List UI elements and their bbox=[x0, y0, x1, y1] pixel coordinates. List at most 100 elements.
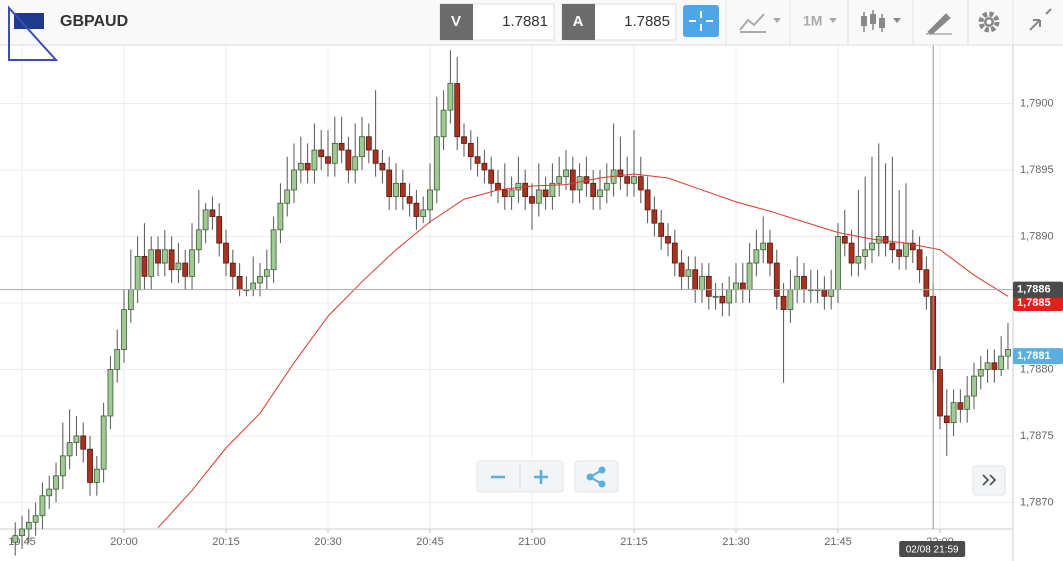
candle-body bbox=[481, 162, 488, 171]
candle-body bbox=[882, 236, 889, 244]
candle-body bbox=[277, 202, 284, 231]
candle-body bbox=[331, 142, 338, 164]
candle-body bbox=[250, 282, 257, 291]
price-badge bbox=[1013, 281, 1063, 298]
dropdown-arrow bbox=[829, 18, 837, 23]
collapse-icon[interactable] bbox=[1029, 8, 1052, 31]
candle-body bbox=[229, 262, 236, 277]
y-tick-label: 1,7895 bbox=[1020, 164, 1054, 176]
candle-body bbox=[427, 189, 433, 211]
candle-body bbox=[597, 189, 603, 197]
bid-price: 1.7881 bbox=[502, 13, 548, 30]
x-tick-label: 20:00 bbox=[110, 536, 138, 548]
settings-icon bbox=[986, 19, 992, 25]
candle-body bbox=[141, 256, 148, 277]
share-button[interactable] bbox=[574, 460, 619, 493]
candle-body bbox=[889, 242, 896, 251]
candle-body bbox=[896, 249, 903, 257]
candle-body bbox=[66, 442, 73, 457]
indicators-icon[interactable] bbox=[739, 13, 766, 33]
candle-body bbox=[386, 169, 393, 197]
candle-body bbox=[542, 189, 549, 197]
ask-label: A bbox=[573, 13, 584, 30]
candle-body bbox=[841, 236, 848, 244]
crosshair-button[interactable] bbox=[683, 5, 719, 37]
candle-body bbox=[576, 176, 583, 191]
candle-body bbox=[780, 295, 787, 311]
candle-body bbox=[957, 402, 964, 410]
x-tick-label: 21:45 bbox=[824, 536, 852, 548]
candle-body bbox=[556, 176, 563, 184]
scroll-right-button[interactable] bbox=[972, 465, 1006, 496]
candle-body bbox=[474, 156, 481, 164]
chart-type-icon bbox=[870, 14, 876, 24]
candle-body bbox=[848, 242, 855, 264]
candle-body bbox=[821, 289, 828, 297]
candle-body bbox=[32, 515, 39, 523]
candle-body bbox=[223, 242, 229, 264]
candle-body bbox=[569, 169, 576, 191]
candle-body bbox=[726, 289, 733, 304]
moving-average bbox=[157, 173, 1009, 529]
candle-body bbox=[365, 136, 372, 151]
price-badge bbox=[1013, 348, 1063, 365]
candle-body bbox=[495, 182, 501, 191]
candle-body bbox=[195, 229, 202, 251]
candle-body bbox=[828, 289, 835, 297]
candle-body bbox=[284, 189, 291, 204]
candle-body bbox=[964, 395, 971, 410]
candle-body bbox=[644, 189, 651, 211]
draw-icon[interactable] bbox=[926, 13, 952, 35]
candle-body bbox=[46, 488, 53, 497]
candle-body bbox=[134, 256, 141, 291]
zoom-in-button[interactable] bbox=[534, 470, 548, 484]
candle-body bbox=[862, 249, 869, 257]
y-tick-label: 1,7875 bbox=[1020, 430, 1054, 442]
candle-body bbox=[263, 269, 270, 277]
chart-type-icon bbox=[861, 16, 867, 26]
candle-body bbox=[903, 242, 909, 257]
candle-body bbox=[699, 275, 705, 291]
candle-body bbox=[651, 209, 658, 224]
crosshair-label: 02/08 21:59 bbox=[906, 545, 959, 556]
candle-body bbox=[209, 209, 216, 217]
settings-icon[interactable] bbox=[978, 11, 1000, 33]
candle-body bbox=[767, 242, 773, 264]
flag-icon bbox=[14, 13, 44, 29]
candle-body bbox=[304, 162, 311, 171]
ask-price: 1.7885 bbox=[624, 13, 670, 30]
candle-body bbox=[563, 169, 569, 178]
candle-body bbox=[705, 275, 712, 297]
candle-body bbox=[107, 369, 114, 417]
candle-body bbox=[535, 189, 542, 204]
share-icon bbox=[598, 480, 606, 488]
price-badge bbox=[1013, 294, 1063, 311]
candle-body bbox=[202, 209, 209, 231]
candle-body bbox=[488, 169, 495, 184]
y-tick-label: 1,7880 bbox=[1020, 363, 1054, 375]
crosshair-icon bbox=[689, 11, 713, 31]
candle-body bbox=[692, 269, 699, 291]
share-icon bbox=[598, 466, 606, 474]
candle-body bbox=[529, 196, 535, 204]
candle-body bbox=[182, 262, 189, 277]
timeframe[interactable]: 1M bbox=[803, 13, 822, 29]
x-tick-label: 21:15 bbox=[620, 536, 648, 548]
bid-label: V bbox=[451, 13, 461, 30]
symbol[interactable]: GBPAUD bbox=[60, 13, 128, 30]
scroll-right-icon bbox=[982, 474, 997, 486]
candle-body bbox=[869, 242, 875, 251]
candle-body bbox=[855, 256, 862, 264]
candle-body bbox=[454, 83, 461, 138]
candle-body bbox=[515, 182, 522, 191]
candle-body bbox=[127, 289, 134, 311]
candle-body bbox=[12, 535, 19, 543]
zoom-controls bbox=[476, 460, 1006, 496]
candle-body bbox=[379, 162, 386, 171]
candle-body bbox=[433, 136, 440, 191]
plot-area: 1,7870 1,7875 1,7880 1,7885 1,7890 1,7895 1,79… bbox=[0, 45, 1063, 561]
candle-body bbox=[80, 435, 87, 450]
y-tick-label: 1,7900 bbox=[1020, 97, 1054, 109]
candle-body bbox=[923, 269, 930, 297]
